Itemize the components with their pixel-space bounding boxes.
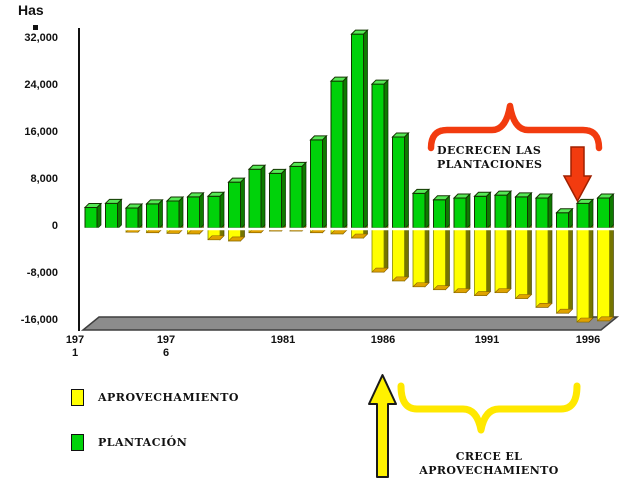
bar-group-1987 (411, 188, 431, 288)
bar-group-1984 (350, 29, 369, 239)
bar-group-1994 (555, 207, 574, 314)
red-down-arrow-icon (562, 146, 593, 203)
x-tick-1971: 197 1 (65, 334, 85, 359)
bar-group-1985 (370, 79, 390, 273)
yellow-brace-icon (397, 382, 581, 434)
x-tick-1991: 1991 (474, 334, 500, 346)
red-brace-icon (427, 102, 603, 152)
y-tick-0: 0 (51, 220, 58, 232)
bar-group-1979 (247, 164, 267, 234)
y-axis-line (78, 28, 80, 331)
legend-label-aprovechamiento: APROVECHAMIENTO (98, 391, 239, 404)
stray-mark-icon (33, 25, 38, 30)
bar-group-1986 (391, 132, 410, 282)
y-tick-16000: 16,000 (24, 126, 58, 138)
y-axis-unit-title: Has (18, 2, 44, 18)
bar-group-1989 (452, 193, 472, 294)
bar-group-1991 (493, 190, 513, 294)
y-tick-8000: 8,000 (30, 173, 58, 185)
bar-group-1978 (227, 177, 246, 242)
legend-swatch-plantacion (71, 434, 84, 451)
bar-group-1990 (473, 191, 492, 297)
x-tick-1996: 1996 (575, 334, 601, 346)
y-tick--16000: -16,000 (20, 314, 58, 326)
bar-group-1976 (186, 192, 205, 235)
x-tick-1976: 197 6 (156, 334, 176, 359)
annotation-decrecen-las-plantaciones: DECRECEN LAS PLANTACIONES (437, 144, 543, 171)
x-tick-1986: 1986 (370, 334, 396, 346)
bar-group-1981 (288, 161, 308, 232)
bar-group-1996 (596, 193, 615, 322)
legend-swatch-aprovechamiento (71, 389, 84, 406)
legend-label-plantacion: PLANTACIÓN (98, 436, 188, 449)
bar-group-1983 (329, 76, 349, 235)
x-axis-floor (80, 316, 620, 331)
bar-group-1971 (83, 202, 103, 230)
bar-group-1992 (514, 192, 533, 300)
annotation-crece-el-aprovechamiento: CRECE EL APROVECHAMIENTO (419, 450, 559, 477)
y-tick-32000: 32,000 (24, 32, 58, 44)
bar-group-1988 (432, 194, 451, 291)
yellow-up-arrow-icon (368, 374, 397, 478)
bar-group-1972 (104, 198, 123, 230)
y-tick--8000: -8,000 (26, 267, 58, 279)
y-tick-24000: 24,000 (24, 79, 58, 91)
bar-group-1975 (165, 196, 185, 235)
x-tick-1981: 1981 (270, 334, 296, 346)
